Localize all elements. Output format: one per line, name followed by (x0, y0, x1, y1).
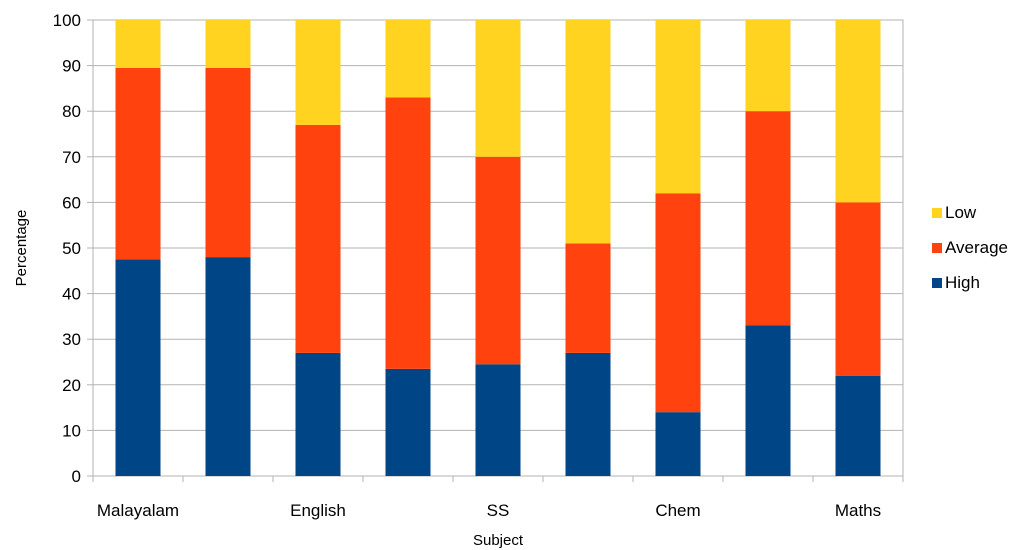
bar-high-0 (115, 259, 161, 476)
x-tick-label: Maths (835, 501, 881, 520)
bar-high-3 (385, 368, 431, 476)
legend-label-low: Low (945, 203, 977, 222)
bar-high-6 (655, 412, 701, 476)
bar-average-4 (475, 156, 521, 365)
bar-high-7 (745, 325, 791, 476)
legend-label-high: High (945, 273, 980, 292)
x-axis-title: Subject (473, 532, 524, 549)
x-tick-label: Chem (655, 501, 700, 520)
bar-average-6 (655, 193, 701, 413)
bars (115, 20, 881, 476)
y-tick-label: 30 (62, 330, 81, 349)
bar-low-8 (835, 20, 881, 203)
axes: 0 10 20 30 40 50 60 70 80 90 100 Malayalam English SS… (53, 11, 904, 520)
bar-average-8 (835, 202, 881, 376)
y-tick-label: 50 (62, 239, 81, 258)
bar-average-2 (295, 124, 341, 353)
bar-high-1 (205, 257, 251, 476)
legend-swatch-low (932, 208, 942, 218)
legend-swatch-high (932, 278, 942, 288)
y-tick-label: 10 (62, 421, 81, 440)
bar-average-1 (205, 67, 251, 258)
y-tick-label: 100 (53, 11, 81, 30)
y-axis-title: Percentage (13, 210, 30, 287)
y-tick-label: 0 (72, 467, 81, 486)
bar-low-3 (385, 20, 431, 98)
bar-low-0 (115, 20, 161, 68)
bar-high-8 (835, 375, 881, 476)
x-tick-label: Malayalam (97, 501, 179, 520)
bar-low-1 (205, 20, 251, 68)
y-tick-label: 20 (62, 376, 81, 395)
legend: Low Average High (932, 203, 1008, 292)
x-tick-label: English (290, 501, 346, 520)
x-tick-label: SS (487, 501, 510, 520)
bar-average-7 (745, 111, 791, 326)
legend-label-average: Average (945, 238, 1008, 257)
bar-average-5 (565, 243, 611, 353)
bar-low-5 (565, 20, 611, 244)
y-tick-label: 90 (62, 57, 81, 76)
bar-low-6 (655, 20, 701, 194)
bar-high-2 (295, 352, 341, 476)
bar-low-2 (295, 20, 341, 125)
bar-low-7 (745, 20, 791, 112)
legend-swatch-average (932, 243, 942, 253)
y-tick-label: 80 (62, 102, 81, 121)
y-tick-label: 60 (62, 193, 81, 212)
bar-average-0 (115, 67, 161, 260)
bar-high-4 (475, 364, 521, 476)
bar-high-5 (565, 352, 611, 476)
bar-low-4 (475, 20, 521, 157)
y-tick-label: 70 (62, 148, 81, 167)
y-tick-label: 40 (62, 285, 81, 304)
bar-average-3 (385, 97, 431, 369)
